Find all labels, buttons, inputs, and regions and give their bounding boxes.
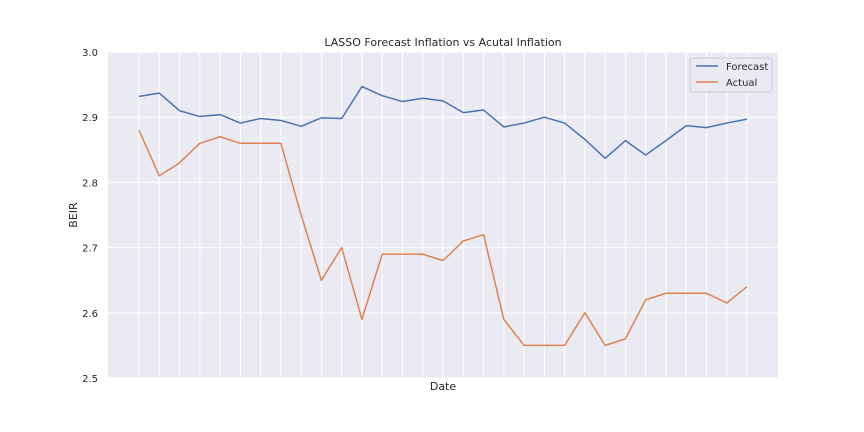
y-tick-labels: 2.5 2.6 2.7 2.8 2.9 3.0 (82, 48, 98, 385)
legend-forecast-label: Forecast (726, 62, 768, 73)
legend: Forecast Actual (689, 57, 773, 93)
legend-actual-label: Actual (726, 78, 757, 89)
y-tick-label: 2.5 (82, 374, 98, 385)
series-line-actual (138, 129, 748, 347)
y-tick-label: 2.6 (82, 309, 98, 320)
y-tick-label: 3.0 (82, 48, 98, 59)
x-axis-label: Date (430, 380, 457, 393)
y-grid (108, 51, 778, 379)
chart-title: LASSO Forecast Inflation vs Acutal Infla… (324, 36, 561, 49)
series-line-forecast (138, 85, 748, 160)
y-tick-label: 2.9 (82, 113, 98, 124)
y-axis-label: BEIR (67, 202, 80, 228)
y-tick-label: 2.7 (82, 244, 98, 255)
y-tick-label: 2.8 (82, 178, 98, 189)
series-lines (138, 85, 748, 347)
x-grid (138, 52, 748, 378)
